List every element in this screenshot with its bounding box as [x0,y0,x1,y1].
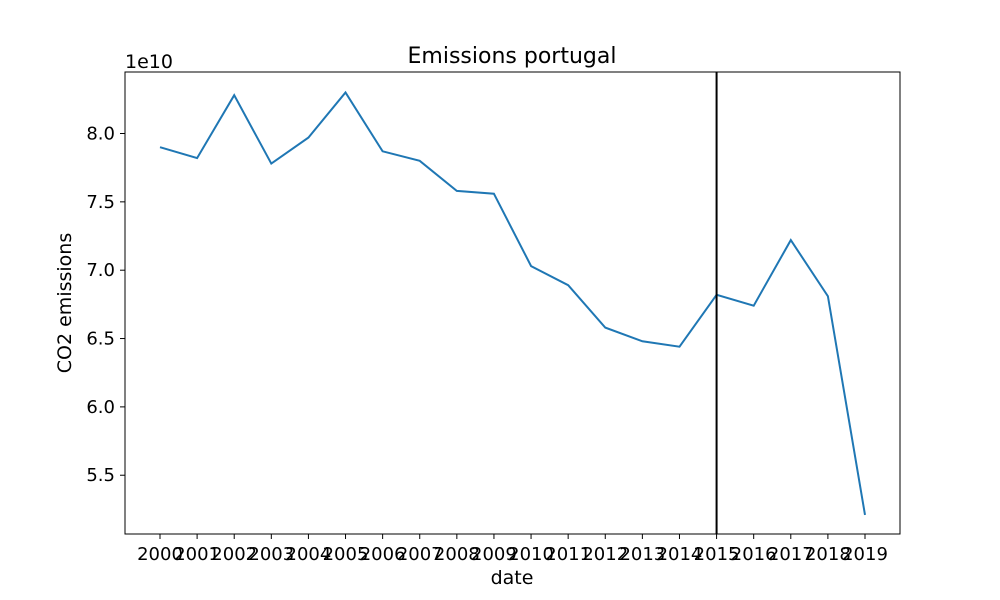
y-tick-label: 5.5 [86,465,115,486]
x-tick-label: 2019 [842,544,888,565]
x-tick-label: 2015 [694,544,740,565]
y-axis: 5.5 6.0 6.5 7.0 7.5 8.0 [86,124,125,486]
x-tick-label: 2013 [619,544,665,565]
x-tick-label: 2008 [434,544,480,565]
x-axis-label: date [491,567,534,589]
x-tick-label: 2016 [731,544,777,565]
x-tick-label: 2000 [137,544,183,565]
y-tick-label: 7.0 [86,260,115,281]
chart-title: Emissions portugal [408,44,617,69]
y-tick-label: 6.5 [86,329,115,350]
x-tick-label: 2011 [545,544,591,565]
x-tick-label: 2004 [286,544,332,565]
x-tick-label: 2010 [508,544,554,565]
y-tick-label: 6.0 [86,397,115,418]
x-tick-label: 2003 [248,544,294,565]
x-tick-label: 2001 [174,544,220,565]
x-tick-label: 2005 [323,544,369,565]
y-offset-label: 1e10 [125,51,173,73]
y-tick-label: 8.0 [86,124,115,145]
series-line [159,90,866,516]
plot-frame [124,71,901,535]
x-tick-label: 2012 [582,544,628,565]
x-tick-label: 2006 [360,544,406,565]
x-tick-label: 2018 [805,544,851,565]
plot-area [125,72,900,534]
y-axis-label: CO2 emissions [54,233,76,373]
x-tick-label: 2002 [211,544,257,565]
y-tick-label: 7.5 [86,192,115,213]
x-tick-label: 2009 [471,544,517,565]
x-tick-label: 2007 [397,544,443,565]
x-axis: 2000200120022003200420052006200720082009… [137,534,888,565]
x-tick-label: 2014 [657,544,703,565]
x-tick-label: 2017 [768,544,814,565]
